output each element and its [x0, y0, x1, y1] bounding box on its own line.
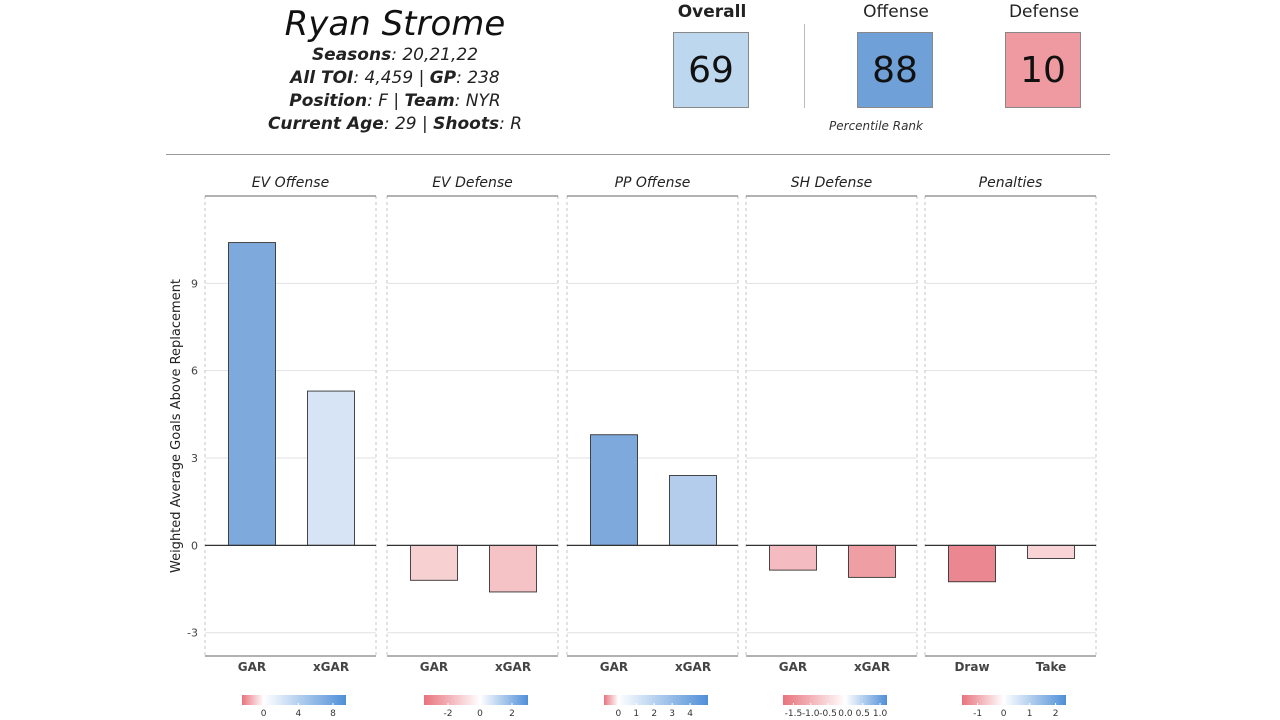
seasons-value: : 20,21,22 — [391, 45, 479, 65]
x-category-label: Take — [1036, 660, 1067, 674]
position-value: : F | — [367, 91, 405, 111]
seasons-line: Seasons: 20,21,22 — [230, 44, 560, 67]
legend-tick-label: 2 — [509, 709, 515, 719]
toi-gp-line: All TOI: 4,459 | GP: 238 — [230, 67, 560, 90]
y-tick-label: 6 — [191, 365, 198, 378]
legend-tick-label: 8 — [330, 709, 336, 719]
header-divider — [166, 154, 1110, 155]
rank-divider — [804, 24, 805, 108]
x-category-label: xGAR — [675, 660, 711, 674]
x-category-label: Draw — [954, 660, 989, 674]
toi-value: : 4,459 | — [353, 68, 430, 88]
team-value: : NYR — [454, 91, 501, 111]
legend-tick-label: -0.5 — [819, 709, 837, 719]
bar-xgar — [307, 390, 355, 546]
panel-title: Penalties — [979, 175, 1043, 191]
legend-tick-label: 2 — [1053, 709, 1059, 719]
bar-xgar — [489, 544, 537, 593]
shoots-label: Shoots — [433, 114, 500, 134]
panel-title: SH Defense — [791, 175, 873, 191]
offense-rank-value: 88 — [872, 49, 918, 91]
offense-rank-box: 88 — [857, 32, 933, 108]
legend-tick-label: -1 — [973, 709, 982, 719]
offense-rank-label: Offense — [863, 2, 929, 22]
legend-tick-label: -2 — [444, 709, 453, 719]
legend-tick-label: 0.0 — [838, 709, 853, 719]
legend-tick-label: 0.5 — [856, 709, 870, 719]
gp-label: GP — [429, 68, 457, 88]
y-axis-title: Weighted Average Goals Above Replacement — [169, 279, 184, 573]
panel-title: PP Offense — [615, 175, 691, 191]
legend-tick-label: 3 — [669, 709, 675, 719]
seasons-label: Seasons — [311, 45, 392, 65]
y-tick-label: 3 — [191, 452, 198, 465]
legend-tick-label: -1.0 — [802, 709, 820, 719]
color-legend-bar — [783, 695, 887, 705]
y-tick-label: 0 — [191, 539, 198, 552]
player-name: Ryan Strome — [284, 4, 506, 44]
bar-gar — [590, 434, 638, 546]
toi-label: All TOI — [290, 68, 354, 88]
defense-rank-label: Defense — [1008, 2, 1080, 22]
legend-tick-label: 0 — [615, 709, 621, 719]
gar-bar-chart: Weighted Average Goals Above Replacement… — [169, 175, 1097, 719]
percentile-rank-caption: Percentile Rank — [829, 119, 923, 133]
y-tick-label: 9 — [191, 277, 198, 290]
legend-tick-label: 2 — [651, 709, 657, 719]
bar-gar — [410, 544, 458, 581]
overall-rank-label: Overall — [677, 2, 747, 22]
legend-tick-label: -1.5 — [785, 709, 803, 719]
color-legend-bar — [424, 695, 528, 705]
gp-value: : 238 — [456, 68, 500, 88]
shoots-value: : R — [499, 114, 523, 134]
x-category-label: GAR — [600, 660, 628, 674]
player-info: Ryan Strome Seasons: 20,21,22 All TOI: 4… — [230, 4, 560, 136]
legend-tick-label: 4 — [687, 709, 693, 719]
age-value: : 29 | — [383, 114, 434, 134]
y-tick-label: -3 — [187, 627, 198, 640]
legend-tick-label: 1 — [1027, 709, 1033, 719]
overall-rank-box: 69 — [673, 32, 749, 108]
defense-rank-value: 10 — [1020, 49, 1066, 91]
color-legend-bar — [962, 695, 1066, 705]
x-category-label: GAR — [238, 660, 266, 674]
bar-take — [1027, 544, 1075, 559]
legend-tick-label: 0 — [261, 709, 267, 719]
x-category-label: xGAR — [495, 660, 531, 674]
x-category-label: GAR — [420, 660, 448, 674]
bar-draw — [948, 544, 996, 583]
x-category-label: xGAR — [854, 660, 890, 674]
bar-xgar — [669, 475, 717, 546]
legend-tick-label: 0 — [1001, 709, 1007, 719]
position-team-line: Position: F | Team: NYR — [230, 90, 560, 113]
overall-rank-value: 69 — [688, 49, 734, 91]
legend-tick-label: 4 — [295, 709, 301, 719]
defense-rank-box: 10 — [1005, 32, 1081, 108]
bar-gar — [769, 544, 817, 571]
color-legend-bar — [604, 695, 708, 705]
legend-tick-label: 1 — [633, 709, 639, 719]
x-category-label: GAR — [779, 660, 807, 674]
panel-title: EV Defense — [432, 175, 513, 191]
panel-title: EV Offense — [252, 175, 329, 191]
age-shoots-line: Current Age: 29 | Shoots: R — [230, 113, 560, 136]
age-label: Current Age — [267, 114, 384, 134]
team-label: Team — [404, 91, 455, 111]
x-category-label: xGAR — [313, 660, 349, 674]
color-legend-bar — [242, 695, 346, 705]
position-label: Position — [289, 91, 368, 111]
legend-tick-label: 0 — [477, 709, 483, 719]
bar-gar — [228, 242, 276, 546]
bar-xgar — [848, 544, 896, 578]
legend-tick-label: 1.0 — [873, 709, 888, 719]
